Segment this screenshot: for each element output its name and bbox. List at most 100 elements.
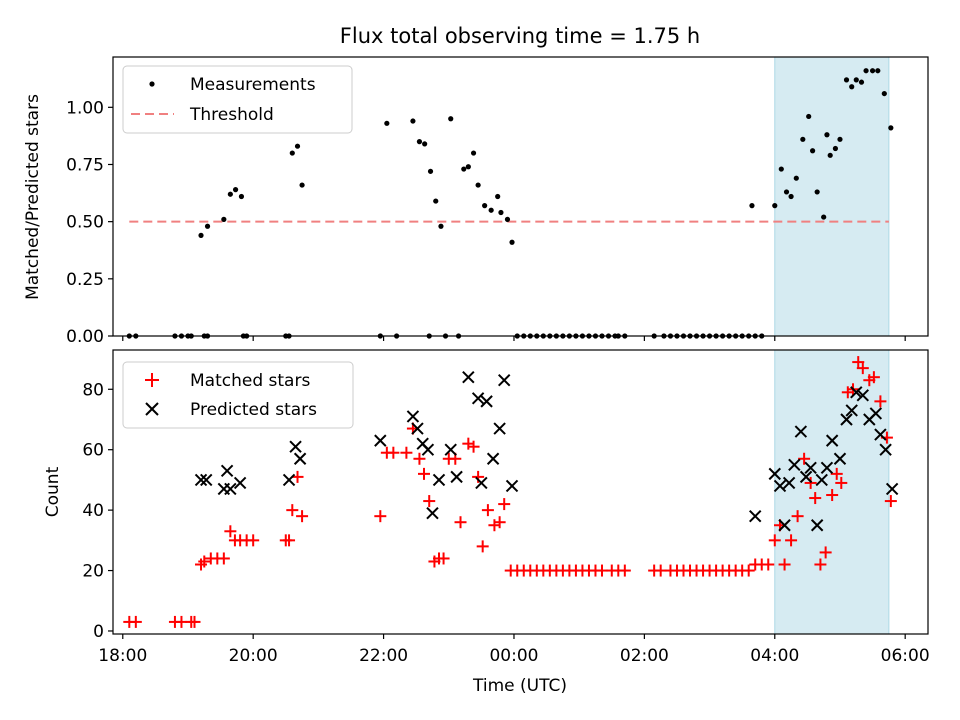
measurement-point	[227, 191, 233, 197]
predicted-star-point	[200, 473, 213, 487]
measurement-point	[465, 164, 471, 170]
measurement-point	[788, 193, 794, 200]
measurement-point	[809, 148, 816, 154]
measurement-point	[778, 166, 784, 172]
measurement-point	[294, 143, 301, 149]
legend-label-matched: Matched stars	[190, 371, 310, 391]
x-tick-label: 18:00	[98, 646, 147, 666]
predicted-star-point	[885, 482, 899, 496]
predicted-star-point	[282, 473, 296, 487]
top-plot-frame	[112, 56, 929, 337]
predicted-star-point	[289, 440, 302, 453]
matched-star-point	[467, 440, 480, 453]
measurement-point	[800, 136, 806, 142]
measurement-point	[238, 193, 245, 200]
matched-star-point	[188, 615, 201, 628]
x-tick-label: 20:00	[229, 646, 278, 666]
measurement-point	[853, 77, 859, 83]
matched-star-point	[462, 437, 475, 450]
predicted-star-point	[493, 422, 506, 435]
predicted-star-point	[778, 519, 791, 532]
predicted-star-point	[505, 479, 519, 493]
x-tick-label: 06:00	[881, 646, 930, 666]
matched-star-point	[413, 452, 426, 465]
matched-star-point	[498, 498, 511, 511]
measurement-point	[863, 68, 869, 74]
predicted-star-point	[497, 374, 511, 387]
measurement-point	[416, 139, 423, 145]
x-tick-label: 00:00	[489, 646, 538, 666]
matched-star-point	[400, 446, 413, 459]
predicted-star-point	[462, 370, 475, 384]
y-tick-label: 40	[82, 501, 104, 521]
predicted-star-point	[810, 519, 824, 532]
predicted-star-point	[799, 470, 813, 484]
matched-star-point	[493, 516, 506, 529]
legend-marker-matched	[145, 373, 159, 387]
measurement-point	[832, 145, 839, 152]
matched-star-point	[852, 356, 865, 369]
matched-star-point	[418, 467, 431, 480]
matched-star-point	[742, 564, 755, 577]
matched-star-point	[798, 452, 811, 465]
top-panel: 0.00 0.25 0.50 0.75 1.00	[66, 56, 929, 347]
matched-star-point	[296, 510, 309, 523]
measurement-point	[410, 118, 416, 124]
measurement-point	[289, 150, 295, 156]
measurement-point	[814, 189, 820, 195]
predicted-star-point	[804, 461, 817, 475]
predicted-star-point	[450, 470, 463, 484]
predicted-star-point	[486, 452, 500, 465]
y-tick-label: 0.50	[66, 213, 104, 233]
measurement-point	[470, 150, 477, 156]
predicted-star-point	[879, 443, 892, 456]
bottom-panel: 18:00 20:00 22:00 00:00 02:00 04:00 06:00 0 20 40…	[82, 349, 930, 666]
predicted-stars-series	[194, 370, 899, 532]
measurement-point	[221, 216, 227, 222]
measurement-point	[232, 187, 239, 193]
predicted-star-point	[411, 422, 424, 435]
predicted-star-point	[374, 434, 387, 447]
predicted-star-point	[749, 509, 762, 523]
measurement-point	[422, 141, 428, 147]
bottom-legend-box	[122, 361, 354, 429]
matched-star-point	[856, 362, 869, 375]
matched-star-point	[826, 489, 839, 502]
y-tick-label: 1.00	[66, 98, 104, 118]
measurement-point	[837, 136, 843, 142]
matched-star-point	[791, 510, 804, 523]
matched-star-point	[762, 558, 775, 571]
measurement-point	[482, 203, 488, 209]
matched-star-point	[804, 476, 817, 489]
measurement-point	[384, 120, 390, 126]
matched-star-point	[884, 495, 897, 508]
measurement-point	[793, 175, 799, 181]
measurement-point	[849, 84, 855, 90]
measurement-point	[448, 116, 454, 122]
predicted-star-point	[421, 443, 435, 456]
measurement-point	[881, 90, 887, 97]
measurement-point	[299, 182, 305, 188]
measurement-point	[824, 132, 830, 138]
predicted-star-point	[833, 452, 847, 465]
measurement-point	[427, 168, 434, 174]
y-tick-label: 0.25	[66, 270, 104, 290]
matched-star-point	[476, 540, 489, 553]
predicted-star-point	[856, 389, 870, 402]
top-shaded-span	[774, 56, 890, 337]
measurement-point	[843, 77, 850, 83]
measurement-point	[198, 232, 204, 238]
measurement-point	[204, 223, 211, 229]
bottom-ylabel: Count	[43, 466, 63, 517]
matched-star-point	[830, 467, 843, 480]
y-tick-label: 0.00	[66, 327, 104, 347]
measurement-point	[858, 79, 865, 85]
top-axis-ticks: 0.00 0.25 0.50 0.75 1.00	[66, 98, 906, 347]
predicted-star-point	[788, 458, 801, 472]
y-tick-label: 20	[82, 562, 104, 582]
measurement-point	[504, 216, 511, 222]
y-tick-label: 0	[93, 622, 104, 642]
predicted-star-point	[874, 428, 887, 441]
matched-star-point	[778, 558, 791, 571]
